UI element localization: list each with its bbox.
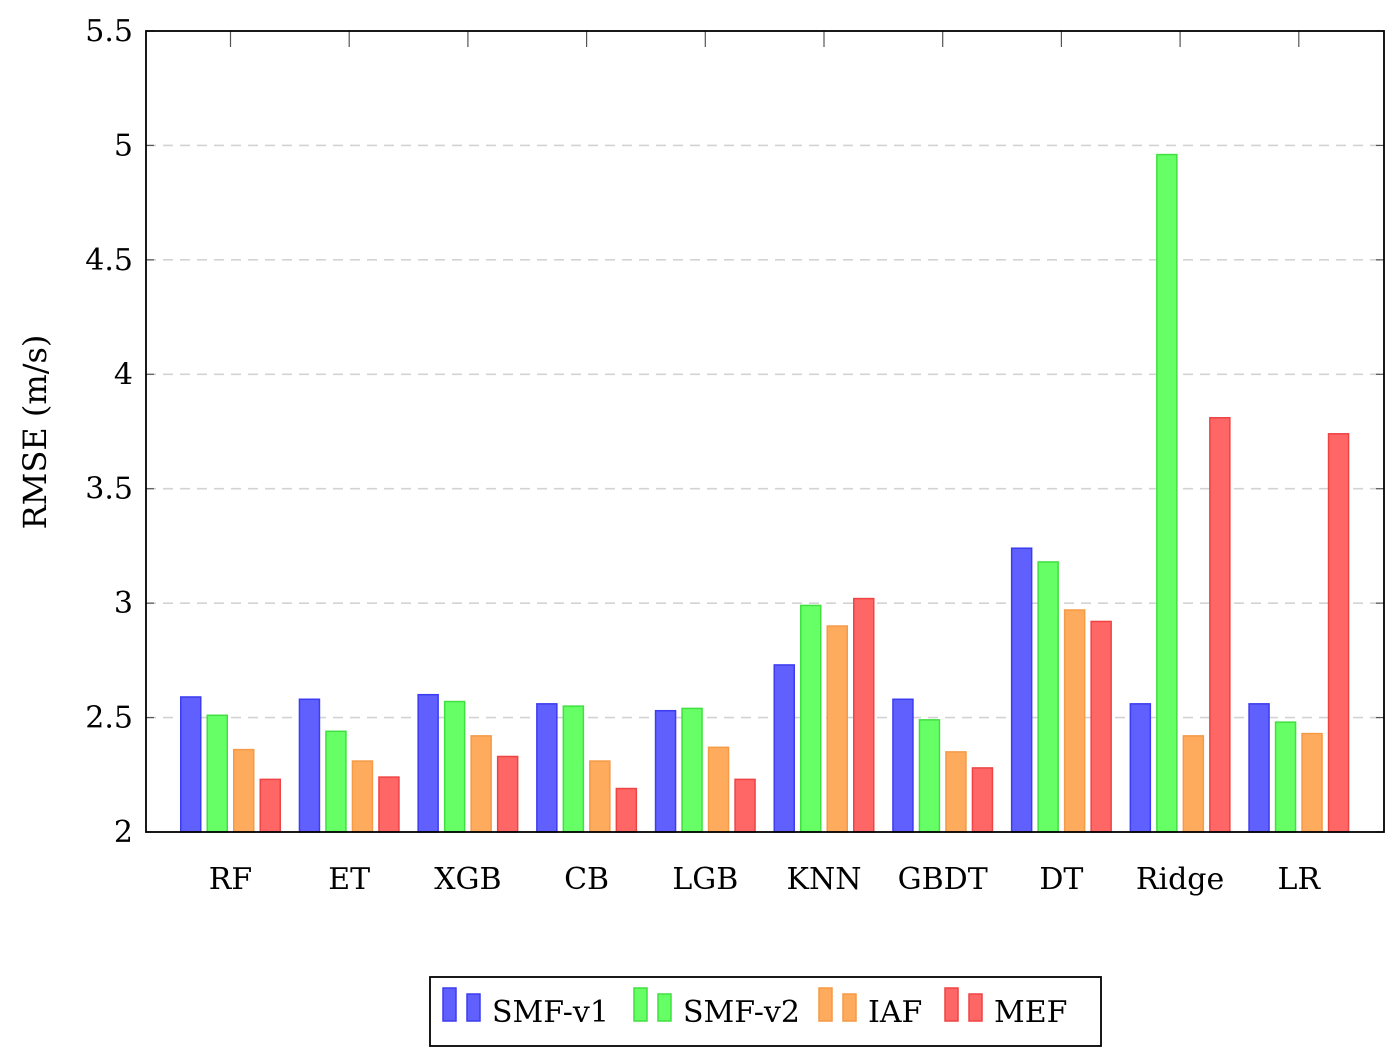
bar-smf-v1-cb [536,703,558,833]
bar-iaf-dt [1063,609,1086,833]
bars [180,153,1350,833]
bar-smf-v2-xgb [443,700,466,833]
x-tick-label: XGB [434,862,501,897]
bar-smf-v2-rf [206,714,228,833]
bar-mef-rf [259,778,281,833]
bar-smf-v1-knn [773,664,795,833]
grid-lines [146,144,1384,719]
bar-smf-v1-et [298,698,321,833]
bar-iaf-ridge [1182,735,1205,833]
y-tick-label: 4.5 [85,243,133,278]
y-tick-label: 5.5 [85,14,133,49]
bar-smf-v2-gbdt [918,719,941,833]
x-tick-label: CB [564,862,609,897]
y-axis-title: RMSE (m/s) [16,335,54,530]
bar-iaf-cb [589,760,611,833]
x-tick-label: GBDT [898,862,988,897]
bar-smf-v1-lr [1248,703,1270,833]
bar-iaf-lr [1301,732,1323,833]
y-tick-label: 4 [114,357,133,392]
bar-smf-v2-knn [800,604,822,833]
legend-swatch [968,993,983,1022]
bar-mef-cb [615,787,638,833]
bar-iaf-rf [233,748,255,833]
bar-mef-et [378,776,400,833]
legend-swatch [944,987,959,1022]
bar-smf-v2-dt [1037,561,1059,833]
bar-smf-v1-gbdt [892,698,914,833]
y-tick-label: 5 [114,128,133,163]
bar-mef-ridge [1209,417,1231,833]
bar-iaf-gbdt [945,751,967,833]
bar-smf-v2-et [325,730,347,833]
x-tick-label: LR [1278,862,1322,897]
bar-mef-lr [1327,433,1350,833]
bar-mef-lgb [734,778,756,833]
bar-smf-v2-lr [1274,721,1297,833]
legend-swatch [657,993,672,1022]
legend-swatch [466,993,481,1022]
legend-label: SMF-v1 [492,995,609,1030]
bar-iaf-knn [826,625,848,833]
bar-smf-v2-lgb [681,707,703,833]
bar-smf-v1-xgb [417,693,439,833]
bar-smf-v1-rf [180,696,202,833]
x-tick-label: DT [1039,862,1083,897]
plot-frame [145,30,1385,833]
x-tick-label: Ridge [1136,862,1224,897]
axes [145,30,1385,833]
bar-smf-v2-cb [562,705,585,833]
bar-iaf-lgb [707,746,730,833]
legend: SMF-v1 SMF-v2 IAF MEF [429,976,1102,1047]
x-tick-label: RF [209,862,252,897]
x-tick-label: ET [328,862,370,897]
legend-label: MEF [994,995,1067,1030]
bar-mef-xgb [496,755,519,833]
y-tick-label: 3.5 [85,472,133,507]
y-tick-label: 3 [114,586,133,621]
legend-swatch [442,987,457,1022]
bar-iaf-et [351,760,374,833]
legend-swatch [842,993,857,1022]
y-tick-label: 2 [114,815,133,850]
legend-label: SMF-v2 [683,995,800,1030]
bar-smf-v1-ridge [1129,703,1152,833]
bar-smf-v2-ridge [1156,153,1178,833]
bar-smf-v1-dt [1010,547,1033,833]
legend-swatch [818,987,833,1022]
legend-swatch [633,987,648,1022]
tick-labels: 2 2.5 3 3.5 4 4.5 5 5.5 RF ET XGB CB LGB KNN GBDT DT Rid… [85,14,1321,897]
bar-smf-v1-lgb [654,709,677,833]
legend-label: IAF [868,995,922,1030]
bar-iaf-xgb [470,735,492,833]
x-tick-label: KNN [787,862,862,897]
bar-mef-knn [853,597,875,833]
y-tick-label: 2.5 [85,701,133,736]
legend-box [429,976,1102,1047]
bar-mef-gbdt [971,767,994,833]
x-tick-label: LGB [672,862,738,897]
bar-mef-dt [1090,620,1112,833]
